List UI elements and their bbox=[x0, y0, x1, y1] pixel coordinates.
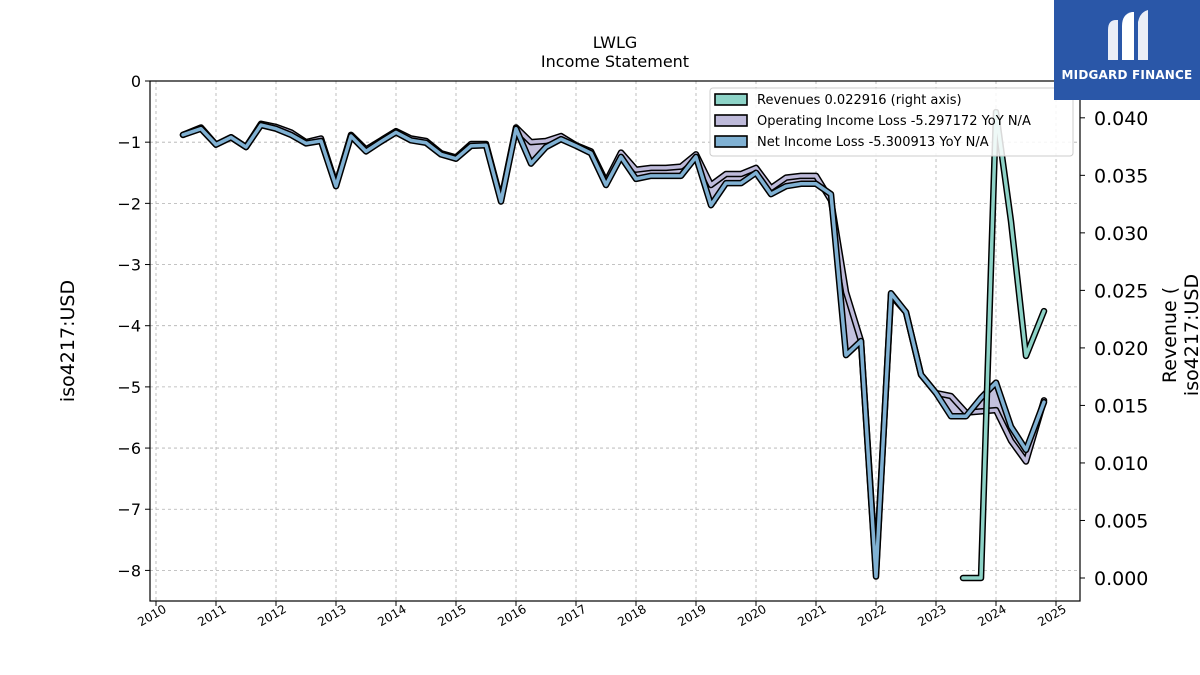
x-tick-label: 2019 bbox=[675, 602, 708, 629]
x-tick-label: 2020 bbox=[735, 602, 768, 629]
chart-title: LWLG bbox=[593, 33, 638, 52]
x-tick-label: 2015 bbox=[435, 602, 468, 629]
x-tick-label: 2021 bbox=[795, 602, 828, 629]
y-right-tick-label: 0.030 bbox=[1094, 223, 1148, 245]
y-axis-label: iso4217:USD bbox=[57, 280, 79, 402]
legend-entry-label: Revenues 0.022916 (right axis) bbox=[757, 93, 962, 108]
legend-entry-label: Operating Income Loss -5.297172 YoY N/A bbox=[757, 114, 1031, 129]
x-tick-label: 2016 bbox=[495, 602, 528, 629]
y-tick-label: −3 bbox=[117, 256, 141, 275]
brand-logo: MIDGARD FINANCE bbox=[1054, 0, 1200, 100]
x-tick-label: 2017 bbox=[555, 602, 588, 629]
plot-frame bbox=[149, 80, 1081, 602]
y-right-tick-label: 0.035 bbox=[1094, 165, 1148, 187]
legend-box bbox=[709, 87, 1074, 157]
y-right-tick-label: 0.015 bbox=[1094, 395, 1148, 417]
y-tick-label: −4 bbox=[117, 317, 141, 336]
y-tick-label: −2 bbox=[117, 194, 141, 213]
y-axis-right-label: Revenue (iso4217:USD bbox=[1159, 274, 1200, 396]
legend-swatch bbox=[714, 93, 748, 106]
y-axis-right-label-line: iso4217:USD bbox=[1181, 274, 1200, 396]
brand-name: MIDGARD FINANCE bbox=[1061, 68, 1193, 82]
y-right-tick-label: 0.005 bbox=[1094, 510, 1148, 532]
legend: Revenues 0.022916 (right axis) Operating … bbox=[709, 87, 1074, 157]
y-tick-label: −8 bbox=[117, 561, 141, 580]
x-tick-label: 2024 bbox=[975, 602, 1008, 629]
x-tick-label: 2013 bbox=[315, 602, 348, 629]
brand-mark-icon bbox=[1108, 10, 1148, 60]
y-right-tick-label: 0.020 bbox=[1094, 338, 1148, 360]
x-tick-label: 2018 bbox=[615, 602, 648, 629]
x-tick-label: 2011 bbox=[195, 602, 228, 629]
x-tick-label: 2025 bbox=[1035, 602, 1068, 629]
chart-subtitle: Income Statement bbox=[541, 52, 689, 71]
series-layer bbox=[179, 108, 1048, 582]
legend-swatch bbox=[714, 114, 748, 127]
series-line-revenues bbox=[961, 110, 1046, 580]
x-tick-label: 2010 bbox=[135, 602, 168, 629]
legend-entry-label: Net Income Loss -5.300913 YoY N/A bbox=[757, 135, 989, 150]
y-tick-label: 0 bbox=[131, 72, 141, 91]
y-tick-label: −1 bbox=[117, 133, 141, 152]
series-line-net-income bbox=[181, 123, 1046, 579]
y-right-tick-label: 0.000 bbox=[1094, 568, 1148, 590]
y-axis-right-label-line: Revenue ( bbox=[1159, 287, 1181, 383]
y-right-tick-label: 0.010 bbox=[1094, 453, 1148, 475]
y-right-tick-label: 0.025 bbox=[1094, 280, 1148, 302]
x-tick-label: 2023 bbox=[915, 602, 948, 629]
x-tick-label: 2022 bbox=[855, 602, 888, 629]
y-right-tick-label: 0.040 bbox=[1094, 108, 1148, 130]
x-tick-label: 2012 bbox=[255, 602, 288, 629]
x-tick-label: 2014 bbox=[375, 602, 408, 629]
y-tick-label: −7 bbox=[117, 500, 141, 519]
legend-swatch bbox=[714, 135, 748, 148]
y-tick-label: −6 bbox=[117, 439, 141, 458]
y-tick-label: −5 bbox=[117, 378, 141, 397]
